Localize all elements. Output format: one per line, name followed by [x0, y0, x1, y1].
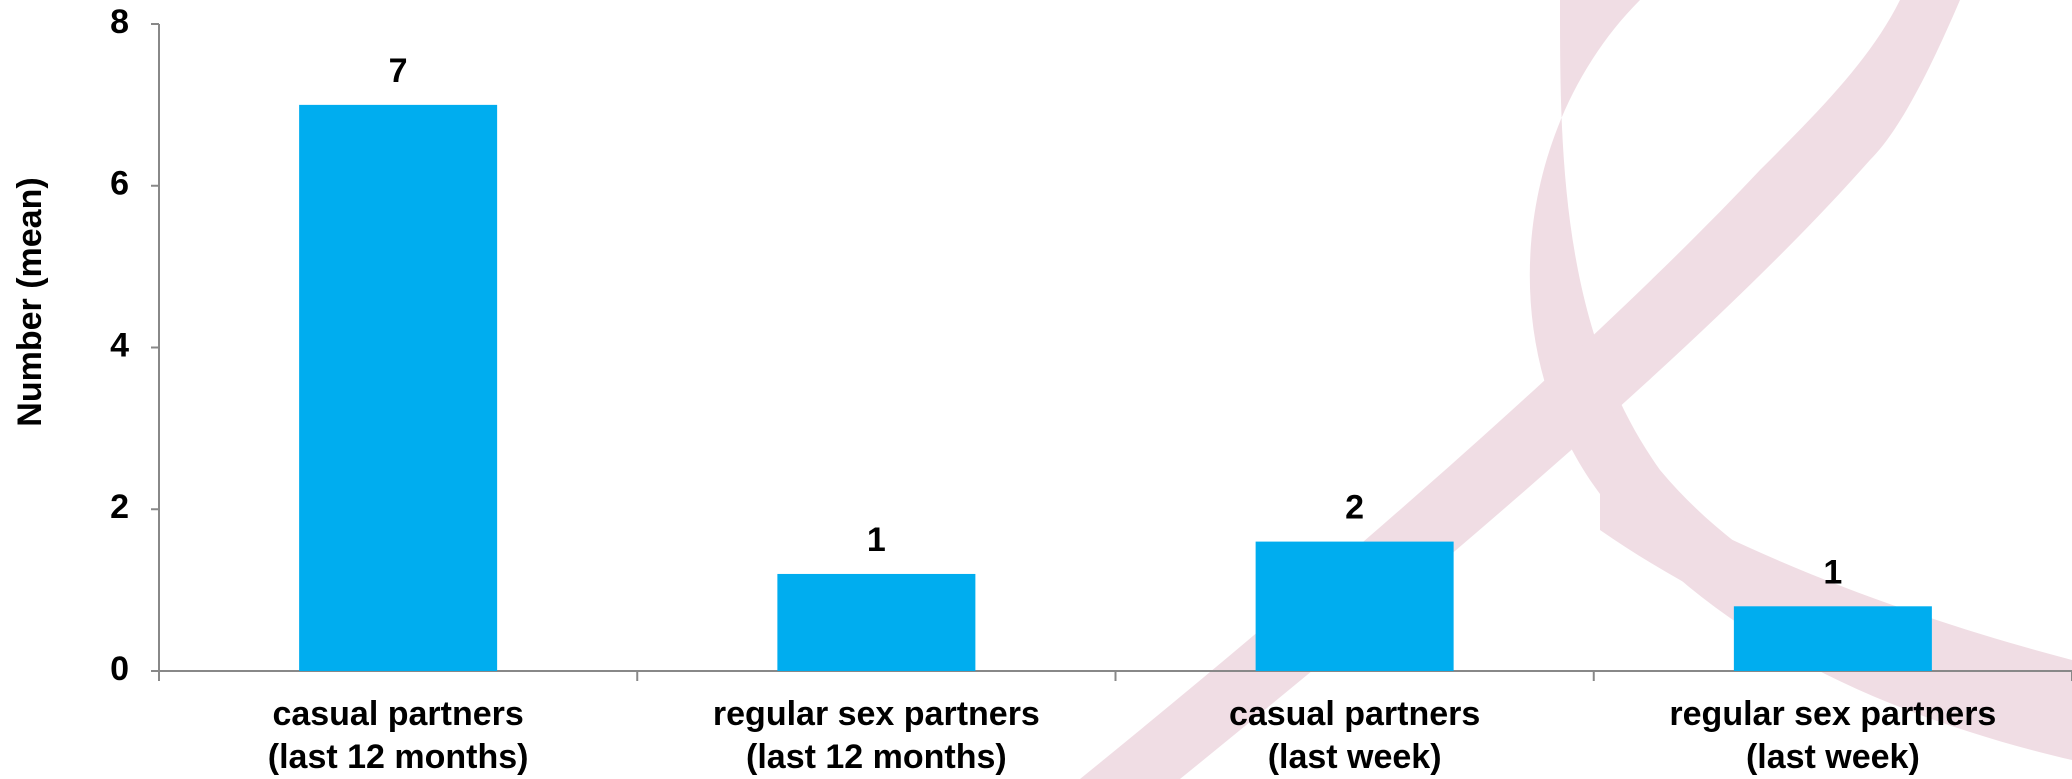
- y-tick-label: 8: [110, 3, 129, 41]
- x-tick-label-line: (last 12 months): [746, 738, 1007, 776]
- x-tick-label-line: regular sex partners: [713, 695, 1040, 733]
- x-tick-label: regular sex partners (last week): [1669, 695, 1996, 776]
- bar: [299, 104, 498, 671]
- x-tick-label-line: casual partners: [1229, 695, 1480, 733]
- x-tick-label: casual partners (last 12 months): [268, 695, 529, 776]
- x-tick-label-line: casual partners: [272, 695, 523, 733]
- value-label: 7: [389, 52, 408, 90]
- x-tick-label-line: (last week): [1268, 738, 1442, 776]
- value-label: 1: [867, 521, 886, 559]
- x-tick-label-line: regular sex partners: [1669, 695, 1996, 733]
- y-tick-label: 0: [110, 650, 129, 688]
- bar: [777, 573, 976, 671]
- bar: [1255, 541, 1454, 671]
- value-label: 2: [1345, 489, 1364, 527]
- y-tick-label: 6: [110, 165, 129, 203]
- x-tick-label-line: (last week): [1746, 738, 1920, 776]
- x-tick-label: casual partners (last week): [1229, 695, 1480, 776]
- y-tick-label: 2: [110, 488, 129, 526]
- y-axis-label: Number (mean): [11, 177, 49, 426]
- y-tick-label: 4: [110, 326, 129, 364]
- x-tick-label-line: (last 12 months): [268, 738, 529, 776]
- bar: [1733, 606, 1932, 671]
- x-tick-label: regular sex partners (last 12 months): [713, 695, 1040, 776]
- value-label: 1: [1823, 553, 1842, 591]
